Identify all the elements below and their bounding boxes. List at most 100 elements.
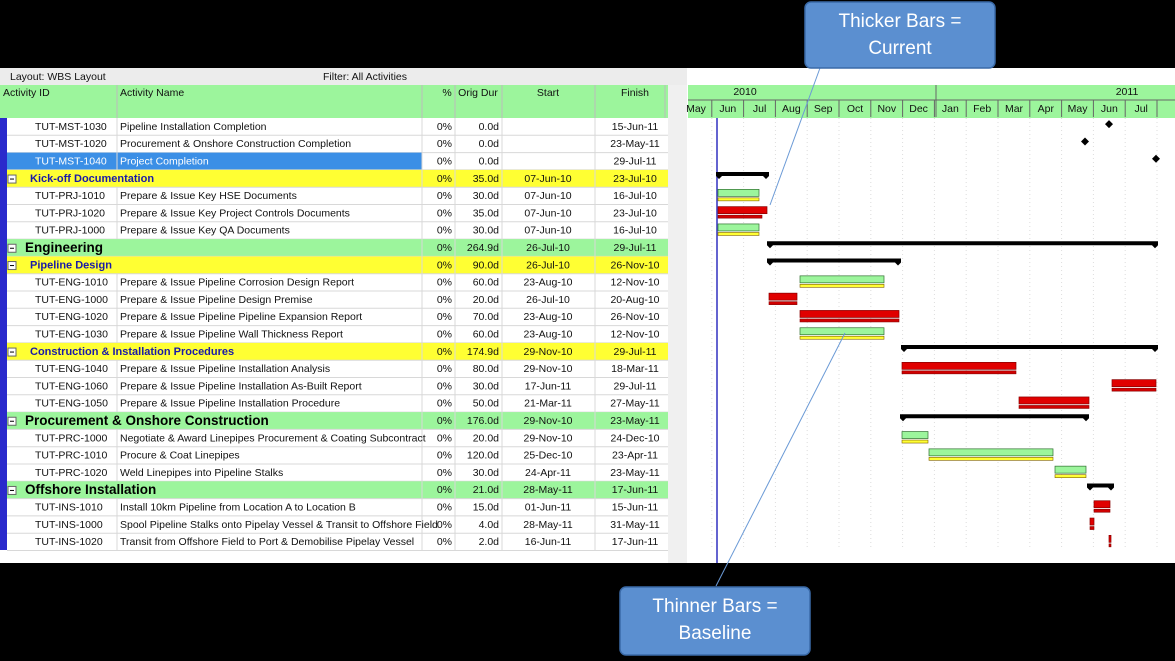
current-bar [1093,500,1111,509]
activity-name: Install 10km Pipeline from Location A to… [120,502,356,514]
finish-date: 17-Jun-11 [612,536,659,548]
current-bar [799,275,885,284]
start-date: 21-Mar-11 [524,398,572,410]
percent-complete: 0% [437,398,452,410]
finish-date: 27-May-11 [610,398,660,410]
finish-date: 12-Nov-10 [610,277,659,289]
gantt-bg [687,68,1175,563]
summary-bar [716,172,769,180]
baseline-bar [928,457,1054,461]
activity-id: TUT-PRJ-1000 [35,225,105,237]
current-bar [799,327,885,336]
percent-complete: 0% [437,190,452,202]
start-date: 16-Jun-11 [525,536,572,548]
current-bar [1054,465,1087,474]
original-duration: 80.0d [473,363,499,375]
finish-date: 23-May-11 [610,415,660,427]
finish-date: 23-May-11 [610,467,660,479]
wbs-row-bg [7,239,668,257]
baseline-bar [717,197,760,202]
baseline-bar [1093,508,1111,513]
wbs-name: Pipeline Design [30,259,112,271]
start-date: 28-May-11 [523,519,573,531]
start-date: 07-Jun-10 [524,190,571,202]
start-date: 01-Jun-11 [525,502,572,514]
activity-id: TUT-INS-1020 [35,536,103,548]
callout-text: Thinner Bars = [652,596,777,617]
activity-name: Project Completion [120,156,209,168]
finish-date: 23-May-11 [610,138,660,150]
original-duration: 176.0d [467,415,499,427]
column-title: Activity ID [3,87,50,99]
percent-complete: 0% [437,277,452,289]
year-label: 2011 [1116,86,1139,98]
activity-name: Prepare & Issue Key QA Documents [120,225,290,237]
month-label: Nov [877,103,896,115]
finish-date: 29-Jul-11 [614,346,657,358]
column-title: Activity Name [120,87,184,99]
percent-complete: 0% [437,173,452,185]
month-label: Jul [753,103,766,115]
percent-complete: 0% [437,415,452,427]
month-label: May [686,103,707,115]
current-bar [717,189,760,197]
year-label: 2010 [733,86,757,98]
table-bg [0,68,687,563]
percent-complete: 0% [437,138,452,150]
summary-bar [900,414,1089,422]
scrollbar[interactable] [668,85,687,563]
finish-date: 26-Nov-10 [610,311,659,323]
original-duration: 174.9d [467,346,499,358]
percent-complete: 0% [437,467,452,479]
finish-date: 12-Nov-10 [610,329,659,341]
month-label: Mar [1005,103,1024,115]
baseline-bar [1108,543,1112,548]
month-label: Jun [1101,103,1118,115]
wbs-strip [0,118,7,550]
original-duration: 120.0d [467,450,499,462]
summary-bar [767,241,1158,249]
percent-complete: 0% [437,432,452,444]
percent-complete: 0% [437,329,452,341]
original-duration: 35.0d [473,207,499,219]
baseline-bar [717,214,763,219]
percent-complete: 0% [437,450,452,462]
percent-complete: 0% [437,225,452,237]
original-duration: 21.0d [473,484,499,496]
baseline-bar [1089,526,1095,530]
finish-date: 15-Jun-11 [612,121,659,133]
finish-date: 16-Jul-10 [613,225,657,237]
original-duration: 30.0d [473,225,499,237]
start-date: 17-Jun-11 [525,380,572,392]
activity-name: Procurement & Onshore Construction Compl… [120,138,351,150]
callout-text: Baseline [679,623,752,644]
month-label: Feb [973,103,991,115]
finish-date: 29-Jul-11 [614,380,657,392]
column-title: % [442,87,451,99]
start-date: 07-Jun-10 [524,225,571,237]
current-bar [1108,534,1112,543]
activity-id: TUT-MST-1040 [35,156,107,168]
activity-id: TUT-MST-1030 [35,121,107,133]
month-label: Oct [847,103,863,115]
activity-id: TUT-ENG-1010 [35,277,108,289]
month-label: Sep [814,103,833,115]
start-date: 23-Aug-10 [523,277,572,289]
start-date: 26-Jul-10 [526,242,570,254]
month-label: Dec [909,103,928,115]
baseline-bar [799,284,885,288]
activity-name: Weld Linepipes into Pipeline Stalks [120,467,283,479]
start-date: 26-Jul-10 [526,259,570,271]
percent-complete: 0% [437,156,452,168]
callout-box [804,1,996,69]
wbs-name: Offshore Installation [25,482,156,497]
start-date: 29-Nov-10 [523,415,572,427]
finish-date: 24-Dec-10 [610,432,659,444]
callout-text: Thicker Bars = [838,11,961,32]
activity-id: TUT-ENG-1020 [35,311,108,323]
column-title: Orig Dur [458,87,498,99]
current-bar [717,206,768,214]
finish-date: 23-Jul-10 [613,173,657,185]
